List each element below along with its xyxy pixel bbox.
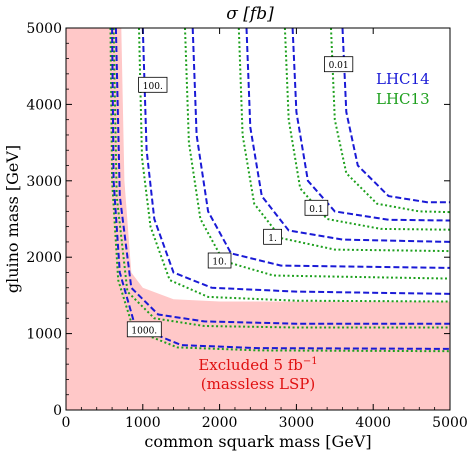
excluded-label-line1: Excluded 5 fb−1 xyxy=(198,356,317,374)
contour-lhc14-2 xyxy=(141,28,450,295)
plot-area: 1000. 100. 10. 1. 0.1 0.01 0 1000 2000 3000 4000 5… xyxy=(26,21,467,431)
legend-lhc14: LHC14 xyxy=(376,70,430,88)
y-tick-label: 5000 xyxy=(26,21,62,37)
contour-lhc13-6 xyxy=(330,28,450,214)
svg-text:0.01: 0.01 xyxy=(329,61,349,71)
x-tick-label: 3000 xyxy=(279,415,315,431)
svg-text:1000.: 1000. xyxy=(131,326,157,336)
svg-text:10.: 10. xyxy=(212,258,226,268)
svg-text:100.: 100. xyxy=(143,82,163,92)
contour-lhc14-3 xyxy=(191,28,450,269)
excluded-label-line2: (massless LSP) xyxy=(201,375,315,393)
svg-text:0.1: 0.1 xyxy=(309,205,323,215)
contour-lhc14-6 xyxy=(341,28,450,204)
contour-lhc13-0 xyxy=(112,28,450,329)
contour-lhc13-3 xyxy=(184,28,450,280)
y-tick-label: 0 xyxy=(53,403,62,419)
contour-label-5: 0.1 xyxy=(304,199,329,216)
contour-lhc14-0 xyxy=(114,28,450,325)
svg-text:1.: 1. xyxy=(268,234,277,244)
chart-title: σ [fb] xyxy=(226,4,274,24)
x-tick-label: 1000 xyxy=(125,415,161,431)
x-axis-label: common squark mass [GeV] xyxy=(144,432,371,451)
y-tick-label: 3000 xyxy=(26,174,62,190)
contour-label-4: 1. xyxy=(263,228,283,245)
x-tick-label: 5000 xyxy=(432,415,468,431)
contour-label-2: 100. xyxy=(138,76,168,93)
contour-lhc13-1 xyxy=(109,28,450,353)
x-tick-label: 2000 xyxy=(202,415,238,431)
y-tick-label: 1000 xyxy=(26,327,62,343)
contour-label-6: 0.01 xyxy=(323,56,354,73)
contour-lhc13-5 xyxy=(283,28,450,231)
contour-lhc14-4 xyxy=(245,28,450,243)
y-tick-label: 4000 xyxy=(26,97,62,113)
contour-label-0: 1000. xyxy=(126,321,162,338)
contour-lhc14-5 xyxy=(291,28,450,222)
x-tick-label: 4000 xyxy=(355,415,391,431)
contour-lhc13-4 xyxy=(237,28,450,253)
plot-frame xyxy=(65,27,451,411)
x-tick-label: 0 xyxy=(62,415,71,431)
axis-ticks: 0 1000 2000 3000 4000 5000 0 1000 2000 3000 4000 50… xyxy=(26,21,467,431)
contour-label-3: 10. xyxy=(207,252,232,269)
contour-label-layer: 1000. 100. 10. 1. 0.1 0.01 xyxy=(126,56,354,338)
y-axis-label: gluino mass [GeV] xyxy=(3,145,22,293)
legend-lhc13: LHC13 xyxy=(376,90,430,108)
y-tick-label: 2000 xyxy=(26,250,62,266)
